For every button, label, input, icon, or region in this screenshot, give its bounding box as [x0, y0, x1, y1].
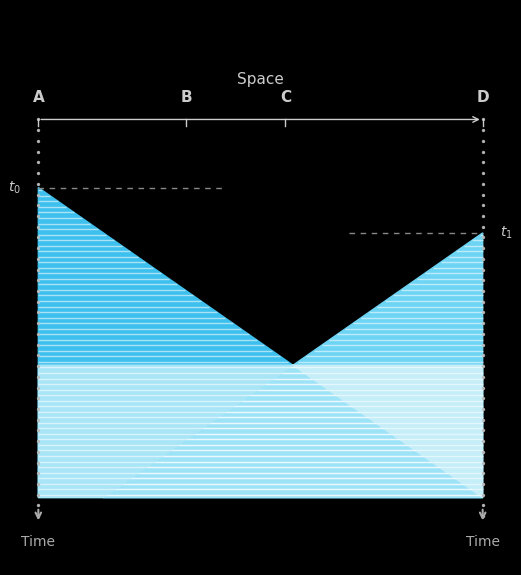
Text: Time: Time — [21, 535, 55, 549]
Polygon shape — [39, 365, 293, 497]
Text: Time: Time — [466, 535, 500, 549]
Text: $t_1$: $t_1$ — [501, 225, 513, 241]
Text: B: B — [180, 90, 192, 105]
Polygon shape — [103, 233, 482, 497]
Text: Space: Space — [237, 72, 284, 87]
Text: D: D — [476, 90, 489, 105]
Polygon shape — [39, 187, 482, 497]
Polygon shape — [293, 365, 482, 497]
Polygon shape — [103, 365, 482, 497]
Text: $t_0$: $t_0$ — [8, 179, 20, 196]
Text: C: C — [280, 90, 291, 105]
Text: A: A — [32, 90, 44, 105]
